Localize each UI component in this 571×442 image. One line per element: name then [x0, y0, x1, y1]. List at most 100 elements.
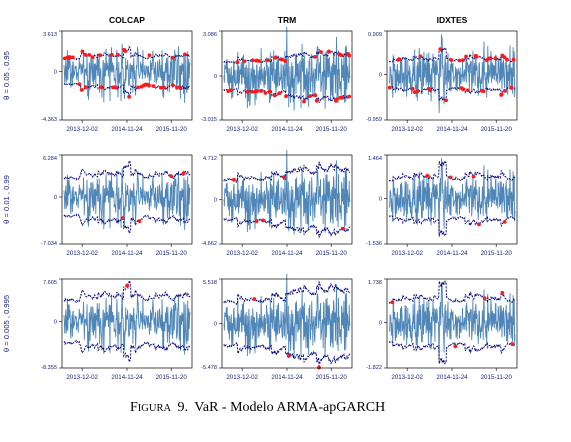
var-exceedance-point [346, 52, 350, 56]
caption-number: 9. [178, 400, 189, 415]
y-tick-label: -1.536 [366, 241, 382, 247]
var-exceedance-point [113, 85, 118, 90]
y-tick-label: 0 [379, 196, 382, 202]
var-upper-band [388, 280, 516, 304]
x-tick-label: 2014-11-24 [271, 374, 303, 381]
svg-text:FIGURA 9. VaR - Mo: FIGURA 9. VaR - Modelo ARMA-apGARCH [130, 400, 385, 415]
y-tick-label: -4.363 [41, 117, 57, 123]
var-lower-band [63, 339, 191, 362]
var-exceedance-point [282, 175, 286, 179]
var-exceedance-point [500, 291, 505, 295]
var-exceedance-point [83, 85, 88, 90]
caption-prefix-rest: IGURA [138, 403, 172, 414]
panel-colcap-row1: 6.284 0 -7.034 2013-12-02 2014-11-24 2015-11-… [41, 154, 193, 257]
var-exceedance-point [127, 95, 131, 99]
y-tick-label: 0 [54, 319, 57, 325]
var-exceedance-point [461, 58, 465, 63]
var-exceedance-point [502, 89, 507, 93]
y-tick-label: -3.015 [201, 117, 217, 123]
panel-idxtes-row2: 1.738 0 -1.822 2013-12-02 2014-11-24 2015-11-… [366, 278, 518, 381]
var-exceedance-point [159, 85, 163, 90]
var-exceedance-point [175, 85, 179, 90]
column-title-colcap: COLCAP [109, 15, 145, 25]
panel-idxtes-row1: 1.464 0 -1.536 2013-12-02 2014-11-24 2015-11-… [366, 154, 518, 257]
returns-series [63, 43, 191, 103]
panel-trm-row0: 3.086 0 -3.015 2013-12-02 2014-11-24 2015-11-… [201, 26, 353, 133]
y-tick-label: 0 [379, 72, 382, 78]
returns-series [63, 292, 191, 355]
var-exceedance-point [111, 85, 115, 90]
var-exceedance-point [170, 55, 175, 60]
var-exceedance-point [254, 58, 259, 63]
var-exceedance-point [178, 86, 183, 91]
var-exceedance-point [484, 58, 489, 62]
x-tick-label: 2015-11-20 [316, 374, 348, 381]
var-exceedance-point [242, 59, 247, 64]
y-tick-label: -0.959 [366, 117, 382, 123]
column-title-trm: TRM [278, 15, 296, 25]
y-tick-label: 0 [379, 320, 382, 326]
var-exceedance-point [415, 89, 419, 94]
var-exceedance-point [145, 82, 150, 87]
var-exceedance-point [255, 89, 260, 93]
var-exceedance-point [123, 49, 128, 53]
var-exceedance-point [426, 86, 431, 91]
var-exceedance-point [259, 89, 263, 93]
column-title-idxtes: IDXTES [437, 15, 468, 25]
panel-trm-row1: 4.712 0 -4.662 2013-12-02 2014-11-24 2015-11-… [201, 149, 353, 257]
var-exceedance-point [183, 52, 187, 57]
var-exceedance-point [169, 174, 174, 179]
y-tick-label: 0.909 [368, 32, 382, 38]
var-exceedance-point [438, 47, 443, 51]
var-exceedance-point [99, 85, 104, 90]
x-tick-label: 2013-12-02 [66, 126, 98, 133]
row-label-1: θ = 0.01 , 0.99 [2, 175, 11, 224]
var-lower-band [63, 82, 191, 98]
var-exceedance-point [510, 342, 515, 346]
var-exceedance-point [390, 300, 395, 305]
var-upper-band [223, 281, 350, 306]
y-tick-label: 3.613 [43, 32, 57, 38]
var-exceedance-point [170, 83, 175, 87]
var-exceedance-point [286, 354, 291, 358]
returns-series [223, 149, 351, 235]
row-label-0: θ = 0.05 , 0.95 [2, 51, 11, 100]
var-exceedance-point [459, 86, 464, 90]
var-exceedance-point [77, 82, 82, 87]
y-tick-label: 3.086 [203, 32, 217, 38]
x-tick-label: 2014-11-24 [111, 250, 143, 257]
var-exceedance-point [473, 53, 478, 58]
x-tick-label: 2015-11-20 [156, 250, 188, 257]
var-exceedance-point [90, 55, 95, 60]
var-exceedance-point [466, 88, 470, 93]
var-exceedance-point [488, 56, 493, 60]
var-exceedance-point [267, 89, 272, 94]
var-exceedance-point [284, 94, 288, 99]
x-tick-label: 2013-12-02 [391, 374, 423, 381]
var-exceedance-point [464, 54, 468, 59]
var-exceedance-point [317, 365, 321, 370]
var-exceedance-point [448, 175, 453, 180]
var-exceedance-point [493, 56, 498, 61]
var-exceedance-point [283, 59, 288, 63]
var-exceedance-point [511, 57, 516, 62]
returns-series [388, 34, 516, 114]
returns-series [223, 26, 351, 111]
y-tick-label: -8.355 [41, 365, 57, 371]
var-exceedance-point [418, 54, 423, 59]
var-exceedance-point [335, 97, 339, 101]
var-exceedance-point [66, 56, 71, 60]
y-tick-label: 0 [214, 74, 217, 80]
var-exceedance-point [453, 344, 458, 349]
y-tick-label: 0 [214, 198, 217, 204]
var-exceedance-point [337, 52, 342, 57]
x-tick-label: 2015-11-20 [481, 374, 513, 381]
x-tick-label: 2013-12-02 [391, 126, 423, 133]
var-exceedance-point [181, 171, 186, 176]
y-tick-label: -7.034 [41, 241, 57, 247]
var-exceedance-point [79, 88, 84, 92]
var-exceedance-point [477, 222, 481, 227]
y-tick-label: 0 [54, 69, 57, 75]
var-exceedance-point [280, 57, 285, 62]
